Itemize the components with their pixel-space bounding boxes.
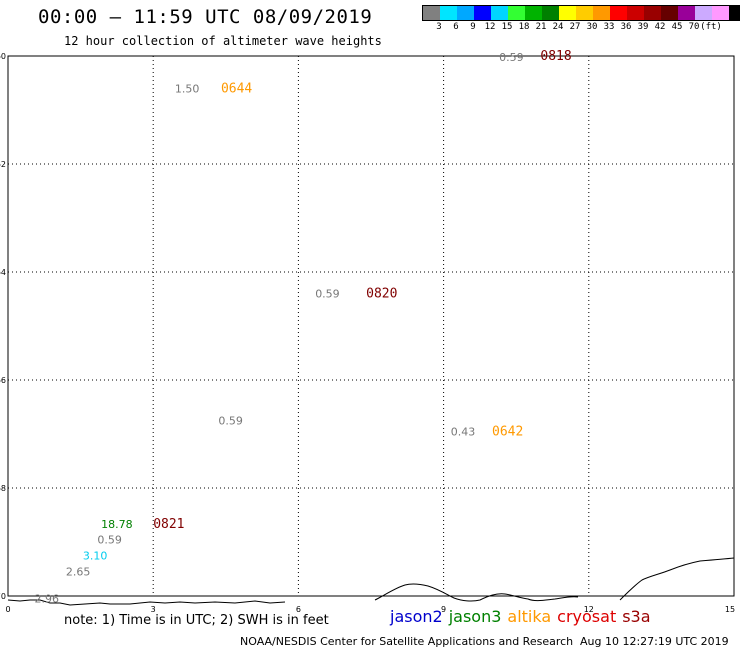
swh-value: 3.10 bbox=[83, 550, 108, 563]
scale-swatch bbox=[678, 6, 695, 20]
map-grid bbox=[7, 55, 735, 597]
scale-label: 30 bbox=[586, 22, 598, 32]
lon-tick-label: 6 bbox=[296, 605, 301, 614]
scale-swatch bbox=[712, 6, 729, 20]
coastline-east bbox=[619, 557, 735, 601]
scale-swatch bbox=[644, 6, 661, 20]
pass-time: 0644 bbox=[221, 81, 252, 96]
scale-label: 33 bbox=[603, 22, 615, 32]
lat-tick-label: -64 bbox=[0, 268, 6, 277]
swh-value: 0.59 bbox=[97, 533, 122, 546]
legend-jason2: jason2 bbox=[390, 607, 443, 626]
scale-label: (ft) bbox=[700, 22, 722, 32]
scale-swatch bbox=[695, 6, 712, 20]
scale-swatch bbox=[491, 6, 508, 20]
pass-time: 0820 bbox=[366, 287, 397, 302]
scale-label: 70 bbox=[688, 22, 700, 32]
map-border bbox=[7, 55, 735, 597]
axis-ticks: 0 3 6 9 12 15 -60 -62 -64 -66 -68 -70 bbox=[0, 52, 735, 614]
legend-altika: altika bbox=[507, 607, 552, 626]
scale-swatch bbox=[457, 6, 474, 20]
scale-swatch bbox=[627, 6, 644, 20]
scale-swatch bbox=[474, 6, 491, 20]
legend-cryosat: cryosat bbox=[557, 607, 617, 626]
scale-label: 9 bbox=[470, 22, 476, 32]
swh-value: 0.43 bbox=[451, 425, 476, 438]
swh-value: 2.65 bbox=[66, 566, 91, 579]
legend-jason3: jason3 bbox=[448, 607, 502, 626]
scale-label: 21 bbox=[535, 22, 547, 32]
scale-label: 24 bbox=[552, 22, 564, 32]
lat-tick-label: -68 bbox=[0, 484, 6, 493]
scale-label: 15 bbox=[501, 22, 513, 32]
legend-s3a: s3a bbox=[622, 607, 651, 626]
swh-observations: 0.59 1.50 0.59 0.59 0.43 18.78 0.59 3.10 2.65 2.9… bbox=[34, 51, 523, 606]
scale-swatch bbox=[559, 6, 576, 20]
lon-tick-label: 12 bbox=[584, 605, 594, 614]
scale-label: 3 bbox=[436, 22, 442, 32]
map-subtitle: 12 hour collection of altimeter wave hei… bbox=[64, 34, 382, 48]
coastline-center bbox=[374, 583, 579, 602]
pass-time: 0642 bbox=[492, 424, 523, 439]
scale-label: 18 bbox=[518, 22, 530, 32]
swh-value: 0.59 bbox=[218, 415, 243, 428]
swh-value: 1.50 bbox=[175, 82, 200, 95]
antarctic-coastline bbox=[7, 557, 735, 606]
lat-tick-label: -60 bbox=[0, 52, 6, 61]
lat-tick-label: -62 bbox=[0, 160, 6, 169]
swh-value: 2.96 bbox=[34, 593, 59, 606]
scale-swatch bbox=[610, 6, 627, 20]
pass-time: 0818 bbox=[540, 49, 571, 64]
swh-value: 0.59 bbox=[499, 51, 524, 64]
lon-tick-label: 15 bbox=[725, 605, 735, 614]
satellite-legend: jason2 jason3 altika cryosat s3a bbox=[390, 607, 657, 626]
scale-swatch bbox=[593, 6, 610, 20]
scale-label: 42 bbox=[654, 22, 666, 32]
lon-tick-label: 3 bbox=[151, 605, 156, 614]
generated-timestamp: Aug 10 12:27:19 UTC 2019 bbox=[580, 635, 729, 648]
swh-value: 18.78 bbox=[101, 518, 133, 531]
lon-tick-label: 9 bbox=[441, 605, 446, 614]
credit-line: NOAA/NESDIS Center for Satellite Applica… bbox=[240, 635, 574, 648]
coastline-west bbox=[7, 599, 286, 606]
scale-swatch bbox=[661, 6, 678, 20]
pass-time-labels: 0818 0644 0820 0642 0821 bbox=[153, 49, 572, 532]
scale-label: 36 bbox=[620, 22, 632, 32]
swh-value: 0.59 bbox=[315, 288, 340, 301]
scale-swatch bbox=[576, 6, 593, 20]
lat-tick-label: -70 bbox=[0, 592, 6, 601]
scale-swatch bbox=[542, 6, 559, 20]
scale-swatch bbox=[525, 6, 542, 20]
scale-label: 45 bbox=[671, 22, 683, 32]
scale-label: 6 bbox=[453, 22, 459, 32]
map-title: 00:00 – 11:59 UTC 08/09/2019 bbox=[38, 6, 373, 28]
footer-note: note: 1) Time is in UTC; 2) SWH is in fe… bbox=[64, 613, 329, 628]
lon-tick-label: 0 bbox=[5, 605, 10, 614]
scale-swatch bbox=[423, 6, 440, 20]
scale-swatch bbox=[508, 6, 525, 20]
scale-label: 12 bbox=[484, 22, 496, 32]
scale-swatch bbox=[440, 6, 457, 20]
scale-label: 39 bbox=[637, 22, 649, 32]
pass-time: 0821 bbox=[153, 517, 184, 532]
lat-tick-label: -66 bbox=[0, 376, 6, 385]
wave-height-color-scale bbox=[422, 5, 740, 21]
scale-swatch bbox=[729, 6, 740, 20]
scale-label: 27 bbox=[569, 22, 581, 32]
